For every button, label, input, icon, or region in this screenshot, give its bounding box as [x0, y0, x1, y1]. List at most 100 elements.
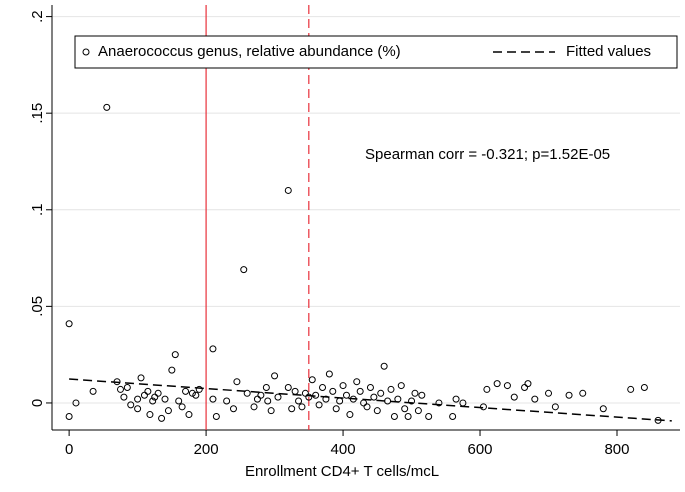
point	[271, 372, 279, 380]
point	[380, 362, 388, 370]
point	[223, 397, 231, 405]
point	[209, 395, 217, 403]
point	[356, 387, 364, 395]
point	[274, 393, 282, 401]
point	[404, 412, 412, 420]
point	[137, 374, 145, 382]
point	[397, 382, 405, 390]
point	[161, 395, 169, 403]
point	[140, 391, 148, 399]
legend-box	[74, 35, 678, 69]
point	[521, 384, 529, 391]
point	[551, 403, 559, 411]
y-tick-label: .15	[29, 103, 46, 124]
point	[531, 395, 539, 403]
point	[257, 391, 265, 399]
point	[363, 403, 371, 411]
point	[322, 395, 330, 403]
point	[425, 412, 433, 420]
point	[408, 397, 416, 405]
point	[146, 411, 154, 419]
point	[503, 382, 511, 390]
point	[366, 384, 374, 391]
point	[305, 393, 313, 401]
point	[339, 382, 347, 390]
point	[158, 414, 166, 422]
point	[387, 385, 395, 393]
x-axis-title: Enrollment CD4+ T cells/mcL	[245, 463, 439, 480]
point	[298, 403, 306, 411]
point	[401, 405, 409, 413]
point	[262, 384, 270, 391]
point	[149, 397, 157, 405]
legend-label: Fitted values	[566, 43, 651, 60]
point	[243, 389, 251, 397]
point	[452, 395, 460, 403]
point	[134, 405, 142, 413]
point	[182, 387, 190, 395]
point	[479, 403, 487, 411]
point	[627, 385, 635, 393]
point	[65, 320, 73, 328]
point	[192, 391, 200, 399]
point	[414, 407, 422, 415]
point	[253, 395, 261, 403]
y-tick-label: .05	[29, 296, 46, 317]
point	[390, 412, 398, 420]
point	[377, 389, 385, 397]
point	[151, 393, 159, 401]
point	[229, 405, 237, 413]
point	[120, 393, 128, 401]
point	[332, 405, 340, 413]
point	[116, 385, 124, 393]
x-tick-label: 800	[604, 441, 629, 458]
x-tick-label: 0	[65, 441, 73, 458]
point	[510, 393, 518, 401]
point	[134, 395, 142, 403]
point	[449, 412, 457, 420]
x-tick-label: 600	[468, 441, 493, 458]
point	[154, 389, 162, 397]
point	[65, 412, 73, 420]
point	[418, 391, 426, 399]
point	[342, 391, 350, 399]
point	[329, 387, 337, 395]
point	[565, 391, 573, 399]
point	[435, 399, 443, 407]
point	[579, 389, 587, 397]
point	[483, 385, 491, 393]
point	[144, 387, 152, 395]
annotation: Spearman corr = -0.321; p=1.52E-05	[365, 146, 610, 163]
legend-marker	[82, 48, 90, 56]
y-tick-label: 0	[29, 399, 46, 407]
point	[599, 405, 607, 413]
point	[185, 411, 193, 419]
point	[127, 401, 135, 409]
point	[640, 384, 648, 391]
point	[188, 389, 196, 397]
point	[212, 412, 220, 420]
fitted-line	[69, 378, 672, 422]
legend: Anaerococcus genus, relative abundance (…	[74, 35, 678, 69]
point	[284, 186, 292, 194]
point	[308, 376, 316, 384]
point	[493, 380, 501, 388]
point	[373, 407, 381, 415]
y-tick-label: .2	[29, 10, 46, 23]
legend-label: Anaerococcus genus, relative abundance (…	[98, 43, 401, 60]
point	[164, 407, 172, 415]
x-tick-label: 400	[331, 441, 356, 458]
x-tick-label: 200	[194, 441, 219, 458]
point	[264, 397, 272, 405]
point	[168, 366, 176, 374]
point	[353, 378, 361, 386]
point	[233, 378, 241, 386]
point	[175, 397, 183, 405]
point	[301, 389, 309, 397]
point	[545, 389, 553, 397]
point	[72, 399, 80, 407]
point	[209, 345, 217, 353]
point	[267, 407, 275, 415]
point	[284, 384, 292, 391]
point	[524, 380, 532, 388]
